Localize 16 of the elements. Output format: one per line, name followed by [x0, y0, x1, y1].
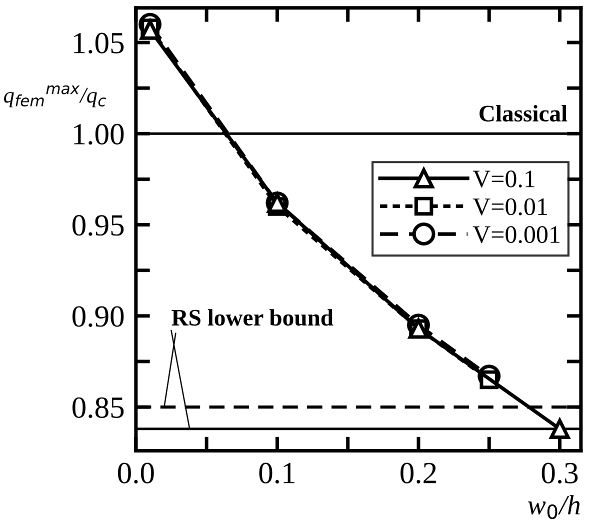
- y-tick-label: 1.05: [74, 32, 124, 54]
- y-tick-label: 1.00: [74, 124, 124, 145]
- y-axis-title: q$_{fem}$$^{max}$/q$_{c}$: [4, 85, 106, 108]
- y-tick-label: 0.90: [72, 306, 124, 327]
- ref-line-label: RS lower bound: [172, 309, 334, 326]
- x-tick-label: 0.3: [542, 462, 578, 484]
- y-tick-label: 0.85: [72, 397, 124, 418]
- y-tick-label: 0.95: [72, 215, 124, 236]
- ref-line-label: Classical: [480, 104, 568, 122]
- legend-label: V=0.1: [472, 170, 534, 188]
- legend-label: V=0.001: [472, 226, 560, 244]
- legend-label: V=0.01: [472, 198, 547, 216]
- x-tick-label: 0.1: [259, 462, 294, 484]
- x-tick-label: 0.2: [400, 462, 436, 484]
- x-axis-title: w$_{0}$/h: [528, 494, 580, 520]
- x-tick-label: 0.0: [118, 462, 154, 484]
